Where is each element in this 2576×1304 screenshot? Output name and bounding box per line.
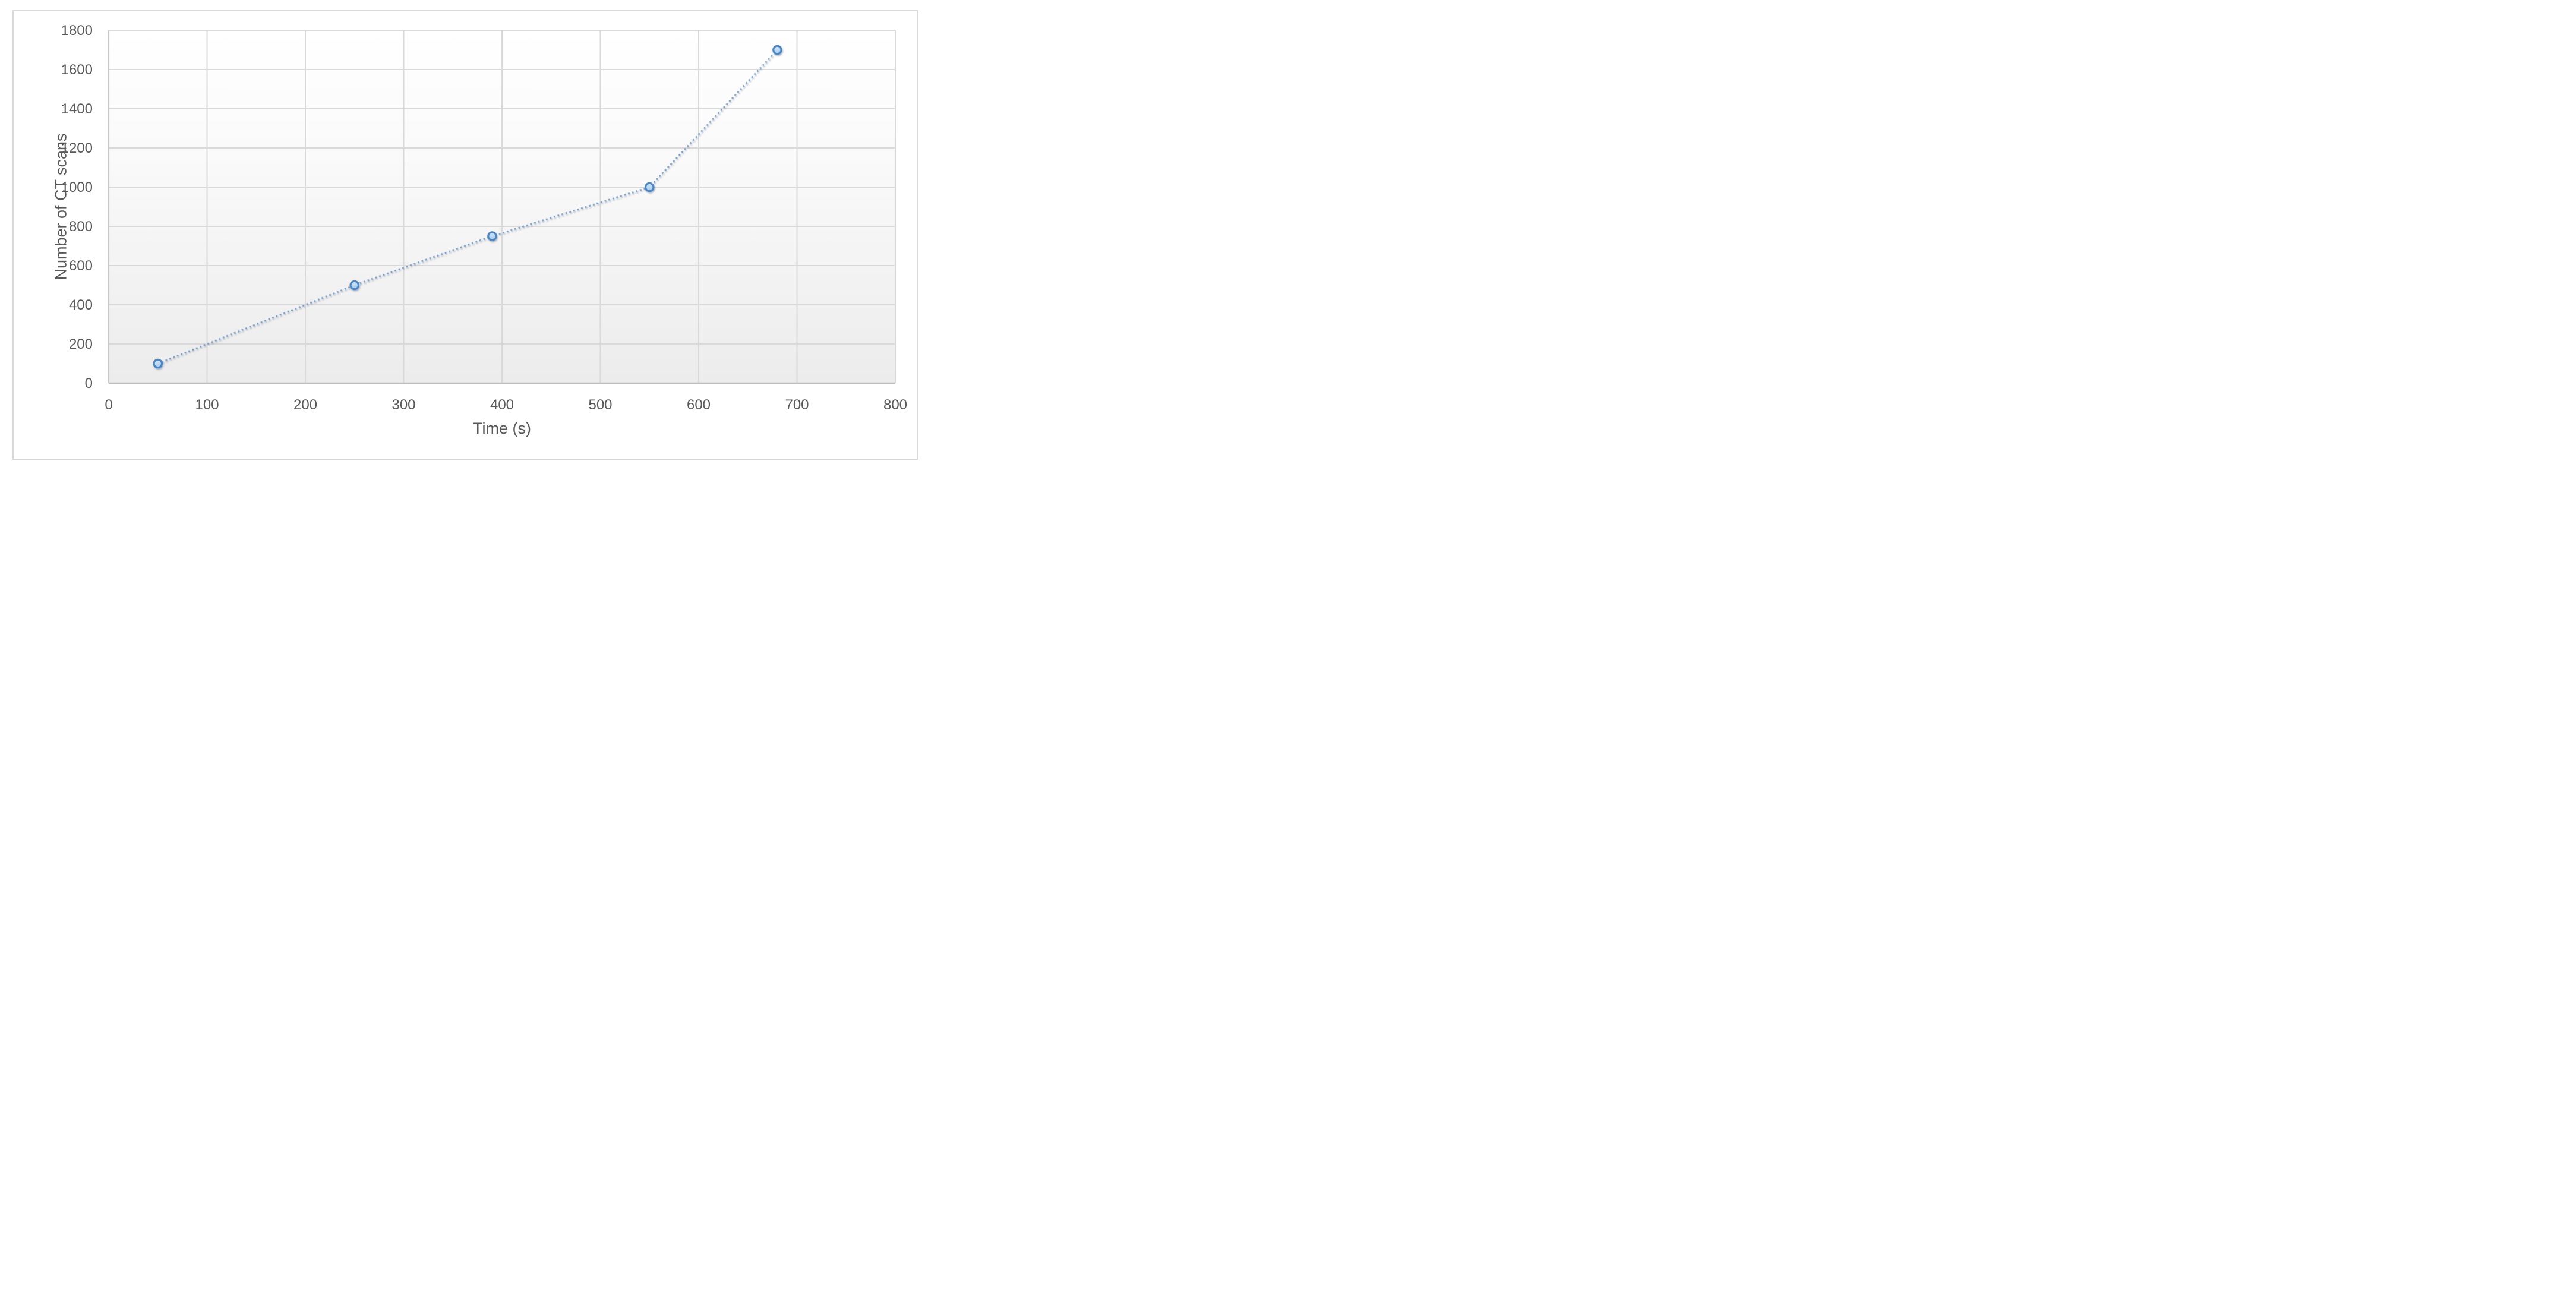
y-axis-title: Number of CT scans	[52, 133, 70, 280]
y-tick-label: 1000	[61, 179, 93, 195]
data-point-marker	[772, 45, 782, 55]
y-tick-label: 1400	[61, 101, 93, 117]
x-tick-label: 700	[785, 397, 809, 413]
y-tick-label: 200	[69, 336, 93, 352]
data-point-marker	[153, 358, 163, 369]
x-tick-label: 200	[293, 397, 317, 413]
data-series	[153, 45, 782, 369]
x-axis-title: Time (s)	[473, 419, 531, 437]
chart-canvas: 0 100 200 300 400 500 600 700 800 0 200 400 600 800 10…	[0, 0, 932, 472]
y-tick-label: 1800	[61, 23, 93, 39]
x-tick-label: 300	[392, 397, 415, 413]
x-tick-label: 100	[195, 397, 219, 413]
x-gridlines	[206, 30, 896, 383]
x-tick-label: 0	[105, 397, 112, 413]
y-tick-label: 600	[69, 258, 93, 274]
x-tick-labels: 0 100 200 300 400 500 600 700 800	[105, 397, 907, 413]
data-point-marker	[487, 231, 497, 241]
y-tick-label: 800	[69, 219, 93, 235]
data-point-marker	[645, 182, 655, 192]
y-tick-label: 400	[69, 297, 93, 313]
y-tick-label: 1200	[61, 140, 93, 156]
y-tick-label: 0	[85, 375, 93, 391]
x-tick-label: 500	[588, 397, 612, 413]
y-tick-labels: 0 200 400 600 800 1000 1200 1400 1600 1800	[61, 23, 93, 391]
ct-scans-line-chart: 0 100 200 300 400 500 600 700 800 0 200 400 600 800 10…	[61, 23, 907, 413]
y-tick-label: 1600	[61, 62, 93, 78]
x-tick-label: 800	[883, 397, 907, 413]
x-tick-label: 400	[490, 397, 514, 413]
x-tick-label: 600	[687, 397, 711, 413]
data-point-marker	[349, 280, 359, 291]
